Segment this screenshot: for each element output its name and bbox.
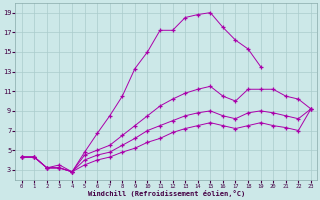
X-axis label: Windchill (Refroidissement éolien,°C): Windchill (Refroidissement éolien,°C) bbox=[88, 190, 245, 197]
